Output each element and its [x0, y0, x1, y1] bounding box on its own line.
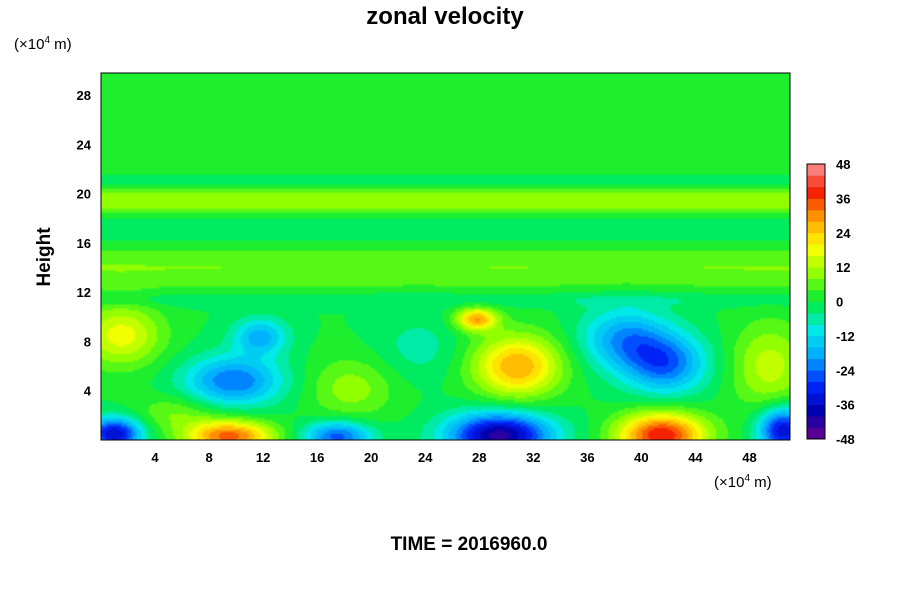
x-tick-label: 40 — [634, 450, 648, 465]
colorbar-segment — [807, 347, 825, 360]
colorbar-segment — [807, 209, 825, 222]
x-tick-label: 4 — [151, 450, 159, 465]
colorbar-segment — [807, 393, 825, 406]
x-tick-label: 16 — [310, 450, 324, 465]
y-tick-label: 20 — [77, 187, 91, 202]
y-tick-label: 28 — [77, 88, 91, 103]
x-tick-label: 20 — [364, 450, 378, 465]
colorbar-segment — [807, 312, 825, 325]
plot-frame — [100, 72, 791, 441]
colorbar-segment — [807, 404, 825, 417]
colorbar-frame — [806, 163, 826, 440]
colorbar-segment — [807, 324, 825, 337]
y-tick-label: 16 — [77, 236, 91, 251]
colorbar-segment — [807, 221, 825, 234]
colorbar-tick-label: -24 — [836, 363, 856, 378]
colorbar-segment — [807, 244, 825, 257]
colorbar-segment — [807, 427, 825, 440]
x-tick-label: 12 — [256, 450, 270, 465]
colorbar-tick-label: 48 — [836, 157, 850, 172]
colorbar-segment — [807, 278, 825, 291]
y-axis-unit: (×104 m) — [14, 35, 72, 53]
x-tick-label: 48 — [742, 450, 756, 465]
colorbar-tick-label: 24 — [836, 226, 851, 241]
time-label: TIME = 2016960.0 — [391, 534, 548, 555]
plot-area — [100, 72, 791, 441]
x-tick-label: 32 — [526, 450, 540, 465]
y-tick-label: 24 — [77, 137, 92, 152]
colorbar-segment — [807, 232, 825, 245]
x-tick-label: 28 — [472, 450, 486, 465]
colorbar-segment — [807, 301, 825, 314]
colorbar-tick-label: 12 — [836, 260, 850, 275]
colorbar-tick-label: -48 — [836, 432, 855, 447]
colorbar-segment — [807, 370, 825, 383]
y-axis-label: Height — [34, 227, 55, 287]
y-axis-ticks: 4 8 12 16 20 24 28 — [77, 88, 92, 399]
chart-title: zonal velocity — [366, 3, 524, 30]
colorbar-segment — [807, 335, 825, 348]
colorbar-tick-label: -36 — [836, 398, 855, 413]
y-tick-label: 12 — [77, 285, 91, 300]
colorbar-segment — [807, 164, 825, 176]
y-tick-label: 8 — [84, 334, 91, 349]
colorbar-tick-label: 36 — [836, 191, 850, 206]
colorbar-tick-label: 0 — [836, 295, 843, 310]
x-tick-label: 44 — [688, 450, 703, 465]
colorbar-segment — [807, 198, 825, 211]
colorbar — [806, 163, 826, 440]
colorbar-segment — [807, 416, 825, 428]
colorbar-segment — [807, 358, 825, 371]
x-tick-label: 24 — [418, 450, 433, 465]
x-tick-label: 8 — [205, 450, 212, 465]
colorbar-segment — [807, 381, 825, 394]
x-axis-unit: (×104 m) — [714, 473, 772, 491]
colorbar-segment — [807, 255, 825, 268]
heatmap-field — [101, 73, 790, 440]
colorbar-segment — [807, 186, 825, 199]
x-axis-ticks: 4 8 12 16 20 24 28 32 36 40 44 48 — [151, 450, 756, 465]
colorbar-segment — [807, 290, 825, 302]
colorbar-tick-label: -12 — [836, 329, 855, 344]
colorbar-ticks: 48 36 24 12 0 -12 -24 -36 -48 — [836, 157, 856, 447]
colorbar-segment — [807, 267, 825, 279]
y-tick-label: 4 — [84, 384, 92, 399]
x-tick-label: 36 — [580, 450, 594, 465]
colorbar-segment — [807, 175, 825, 188]
